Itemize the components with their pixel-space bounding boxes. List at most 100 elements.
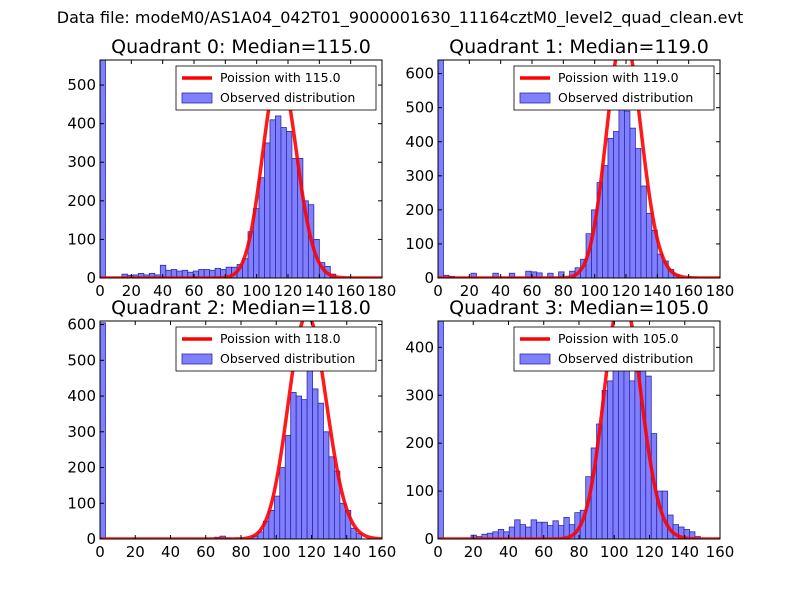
chart-title: Quadrant 2: Median=118.0	[111, 297, 371, 319]
histogram-bar	[624, 110, 631, 278]
histogram-bar	[312, 388, 319, 539]
histogram-bar	[547, 272, 554, 278]
x-tick-label: 160	[706, 543, 735, 561]
x-tick-label: 180	[368, 282, 397, 300]
histogram-bar	[519, 524, 526, 539]
x-tick-label: 120	[274, 282, 303, 300]
legend-label-observed: Observed distribution	[558, 90, 693, 105]
plot-area	[100, 60, 382, 278]
legend: Poission with 105.0 Observed distribution	[513, 326, 715, 372]
legend-label-observed: Observed distribution	[558, 351, 693, 366]
histogram-bar	[645, 212, 653, 278]
histogram-bar	[635, 148, 642, 278]
histogram-bar	[275, 115, 282, 278]
histogram-bar	[613, 131, 620, 278]
x-tick-label: 100	[262, 543, 291, 561]
x-tick-label: 80	[216, 282, 235, 300]
histogram-bar	[295, 395, 303, 539]
histogram-bar	[492, 272, 499, 278]
x-tick-label: 100	[242, 282, 271, 300]
histogram-bar	[623, 366, 630, 539]
y-tick-label: 200	[405, 434, 434, 452]
x-tick-label: 20	[464, 543, 483, 561]
histogram-bar	[317, 402, 324, 539]
legend-label-poisson: Poission with 105.0	[558, 331, 679, 346]
x-tick-label: 180	[706, 282, 735, 300]
histogram-bar	[100, 322, 106, 539]
y-tick-label: 0	[424, 530, 434, 548]
x-tick-label: 20	[460, 282, 479, 300]
y-tick-label: 0	[86, 530, 96, 548]
histogram-bar	[525, 526, 532, 539]
axes-frame	[99, 59, 383, 279]
y-tick-label: 0	[424, 269, 434, 287]
x-tick-label: 100	[600, 543, 629, 561]
y-tick-label: 200	[67, 192, 96, 210]
histogram-bar	[634, 370, 641, 539]
histogram-bar	[640, 185, 647, 278]
x-tick-label: 40	[161, 543, 180, 561]
histogram-bar	[290, 392, 297, 539]
histogram-bar	[438, 60, 444, 278]
histogram-bar	[269, 119, 276, 278]
y-tick-label: 400	[67, 387, 96, 405]
x-tick-label: 0	[433, 543, 443, 561]
histogram-bar	[470, 272, 477, 278]
x-tick-label: 120	[297, 543, 326, 561]
y-tick-label: 300	[405, 386, 434, 404]
quadrant-3-chart: 0 20 40 60 80 100 120 140 160 0 100 200 300 400 Quadra…	[405, 297, 735, 561]
y-tick-label: 500	[405, 99, 434, 117]
histogram-bar	[530, 519, 537, 539]
legend-label-poisson: Poission with 118.0	[220, 331, 341, 346]
x-tick-label: 140	[332, 543, 361, 561]
histogram-bar	[286, 130, 293, 278]
x-tick-label: 140	[643, 282, 672, 300]
y-tick-label: 200	[67, 459, 96, 477]
histogram-bar	[607, 380, 614, 539]
x-tick-label: 40	[153, 282, 172, 300]
legend-label-poisson: Poission with 119.0	[558, 70, 679, 85]
y-tick-label: 0	[86, 269, 96, 287]
y-tick-label: 400	[405, 133, 434, 151]
y-tick-label: 300	[67, 423, 96, 441]
y-tick-label: 100	[67, 230, 96, 248]
y-tick-label: 100	[405, 235, 434, 253]
histogram-bar	[100, 60, 106, 278]
axes-frame	[437, 59, 721, 279]
quadrant-1-chart: 0 20 40 60 80 100 120 140 160 1800100200300400500…	[405, 36, 735, 300]
x-tick-label: 40	[499, 543, 518, 561]
legend-bar-swatch	[181, 353, 213, 365]
histogram-bar	[273, 495, 281, 539]
y-tick-label: 200	[405, 201, 434, 219]
histogram-bar	[258, 177, 265, 278]
chart-title: Quadrant 1: Median=119.0	[449, 36, 709, 58]
x-tick-label: 160	[368, 543, 397, 561]
poisson-curve	[438, 321, 720, 539]
histogram-bar	[607, 137, 614, 278]
histogram-bar	[618, 346, 625, 539]
y-tick-label: 600	[405, 65, 434, 83]
histogram-bar	[618, 86, 625, 278]
histogram-bar	[339, 502, 346, 539]
histogram-bar	[323, 431, 330, 539]
x-tick-label: 60	[196, 543, 215, 561]
legend: Poission with 119.0 Observed distribution	[513, 65, 715, 111]
histogram-bar	[291, 157, 298, 278]
x-tick-label: 100	[580, 282, 609, 300]
histogram-bar	[508, 272, 516, 278]
x-tick-label: 0	[95, 543, 105, 561]
x-tick-label: 0	[433, 282, 443, 300]
quadrant-0-chart: 0 20 40 60 80 100 120 140 160 1800100200300400500…	[67, 36, 396, 300]
histogram-bar	[264, 142, 271, 278]
histogram-bar	[284, 434, 292, 539]
poisson-curve	[438, 60, 720, 278]
x-tick-label: 0	[95, 282, 105, 300]
x-tick-label: 140	[670, 543, 699, 561]
histogram-bar	[438, 321, 444, 539]
histogram-bar	[552, 520, 559, 539]
figure-title: Data file: modeM0/AS1A04_042T01_90000016…	[56, 8, 744, 27]
poisson-curve	[100, 68, 382, 278]
histogram-bar	[547, 525, 554, 539]
y-tick-label: 100	[67, 494, 96, 512]
